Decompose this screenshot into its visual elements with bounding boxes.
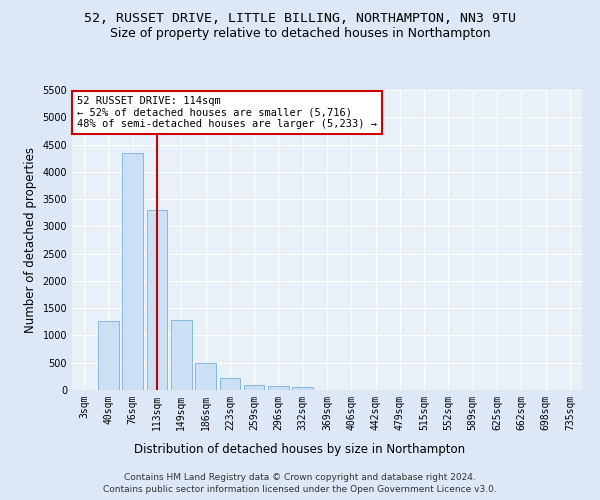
Text: Size of property relative to detached houses in Northampton: Size of property relative to detached ho…: [110, 28, 490, 40]
Bar: [292, 387, 313, 390]
Bar: [122, 154, 143, 390]
Bar: [98, 322, 119, 390]
Text: Contains HM Land Registry data © Crown copyright and database right 2024.: Contains HM Land Registry data © Crown c…: [124, 472, 476, 482]
Bar: [146, 210, 167, 390]
Bar: [220, 378, 240, 390]
Text: 52, RUSSET DRIVE, LITTLE BILLING, NORTHAMPTON, NN3 9TU: 52, RUSSET DRIVE, LITTLE BILLING, NORTHA…: [84, 12, 516, 26]
Bar: [171, 320, 191, 390]
Bar: [268, 386, 289, 390]
Text: 52 RUSSET DRIVE: 114sqm
← 52% of detached houses are smaller (5,716)
48% of semi: 52 RUSSET DRIVE: 114sqm ← 52% of detache…: [77, 96, 377, 129]
Text: Contains public sector information licensed under the Open Government Licence v3: Contains public sector information licen…: [103, 485, 497, 494]
Bar: [195, 364, 216, 390]
Bar: [244, 385, 265, 390]
Text: Distribution of detached houses by size in Northampton: Distribution of detached houses by size …: [134, 442, 466, 456]
Y-axis label: Number of detached properties: Number of detached properties: [24, 147, 37, 333]
